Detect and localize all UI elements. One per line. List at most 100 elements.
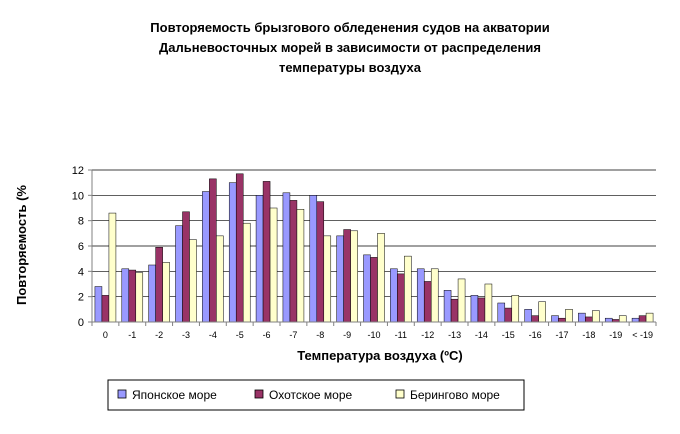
x-tick-label: -4 xyxy=(209,330,217,340)
bar xyxy=(209,178,217,323)
bar xyxy=(202,191,210,323)
bar xyxy=(121,268,130,323)
plot-area: 0 2 4 6 8 10 12 0 -1 -2 -3 -4 -5 -6 -7 -8 -9 -10 -11 -12 -1… xyxy=(72,165,657,340)
bar xyxy=(585,316,593,323)
bars xyxy=(94,173,654,323)
chart-title: Повторяемость брызгового обледенения суд… xyxy=(150,20,549,75)
bar xyxy=(269,207,278,323)
bar xyxy=(551,315,559,323)
bar xyxy=(296,209,305,323)
bar xyxy=(228,182,237,323)
bar xyxy=(390,268,398,323)
x-tick-label: -12 xyxy=(421,330,434,340)
y-tick-label: 10 xyxy=(72,190,84,202)
bar xyxy=(242,222,251,323)
bar xyxy=(538,301,546,323)
x-tick-label: < -19 xyxy=(632,330,653,340)
x-tick-label: -17 xyxy=(555,330,568,340)
x-tick-label: -10 xyxy=(367,330,380,340)
bar xyxy=(631,317,640,323)
bar xyxy=(638,315,647,323)
bar xyxy=(423,281,432,323)
legend-item: Японское море xyxy=(117,388,217,402)
legend-label: Японское море xyxy=(132,388,217,402)
x-tick-label: -7 xyxy=(289,330,297,340)
bar xyxy=(135,272,144,323)
bar xyxy=(618,315,627,323)
bar xyxy=(370,257,378,323)
bar xyxy=(162,262,170,323)
chart-title-line-2: Дальневосточных морей в зависимости от р… xyxy=(159,40,541,55)
y-tick-label: 4 xyxy=(78,266,84,278)
legend-label: Берингово море xyxy=(410,388,500,402)
x-tick-label: 0 xyxy=(103,330,108,340)
y-tick-label: 12 xyxy=(72,165,84,177)
bar xyxy=(497,302,506,323)
bar xyxy=(470,295,479,323)
legend-label: Охотское море xyxy=(269,388,353,402)
bar xyxy=(531,315,539,323)
bar xyxy=(128,269,137,323)
bar xyxy=(363,254,371,323)
x-tick-label: -13 xyxy=(448,330,461,340)
bar xyxy=(289,200,298,323)
legend-box xyxy=(107,379,525,411)
legend: Японское море Охотское море Берингово море xyxy=(107,379,525,411)
x-tick-label: -9 xyxy=(343,330,351,340)
bar xyxy=(377,233,385,323)
bar xyxy=(450,298,459,323)
bar xyxy=(175,225,183,323)
bar xyxy=(336,235,344,323)
bar xyxy=(255,195,264,323)
bar xyxy=(323,235,332,323)
bar xyxy=(155,247,163,323)
x-tick-label: -5 xyxy=(236,330,244,340)
bar xyxy=(189,239,197,323)
x-tick-label: -11 xyxy=(395,330,407,340)
x-tick-label: -14 xyxy=(475,330,488,340)
bar xyxy=(309,195,318,323)
bar xyxy=(511,295,520,323)
x-tick-label: -15 xyxy=(502,330,515,340)
x-tick-label: -1 xyxy=(128,330,136,340)
y-tick-label: 8 xyxy=(78,216,84,228)
bar xyxy=(316,201,325,323)
x-tick-label: -2 xyxy=(155,330,163,340)
bar xyxy=(397,273,405,323)
y-ticks: 0 2 4 6 8 10 12 xyxy=(72,165,92,329)
bar xyxy=(578,312,586,323)
x-ticks: 0 -1 -2 -3 -4 -5 -6 -7 -8 -9 -10 -11 -12 -13 -14 -15 -16… xyxy=(91,322,657,340)
bar xyxy=(108,212,117,323)
y-tick-label: 2 xyxy=(78,292,84,304)
bar xyxy=(558,317,566,323)
bar xyxy=(484,283,493,323)
x-tick-label: -19 xyxy=(609,330,622,340)
bar xyxy=(216,235,224,323)
x-tick-label: -18 xyxy=(582,330,595,340)
bar xyxy=(101,295,110,323)
bar xyxy=(645,312,654,323)
bar xyxy=(443,290,452,323)
bar xyxy=(416,268,425,323)
bar xyxy=(350,230,358,323)
bar xyxy=(477,297,486,323)
y-axis-label: Повторяемость (% xyxy=(14,185,29,305)
x-tick-label: -8 xyxy=(316,330,324,340)
bar xyxy=(565,309,573,323)
chart-title-line-3: температуры воздуха xyxy=(279,60,422,75)
bar xyxy=(404,255,412,323)
bar xyxy=(282,192,291,323)
bar xyxy=(457,278,466,323)
legend-swatch xyxy=(395,389,405,399)
legend-swatch xyxy=(117,389,127,399)
bar xyxy=(235,173,244,323)
x-tick-label: -6 xyxy=(263,330,271,340)
bar xyxy=(182,211,190,323)
bar xyxy=(524,309,532,323)
bar xyxy=(343,229,351,323)
bar xyxy=(504,307,513,323)
x-tick-label: -3 xyxy=(182,330,190,340)
bar xyxy=(262,181,271,323)
bar xyxy=(430,268,439,323)
